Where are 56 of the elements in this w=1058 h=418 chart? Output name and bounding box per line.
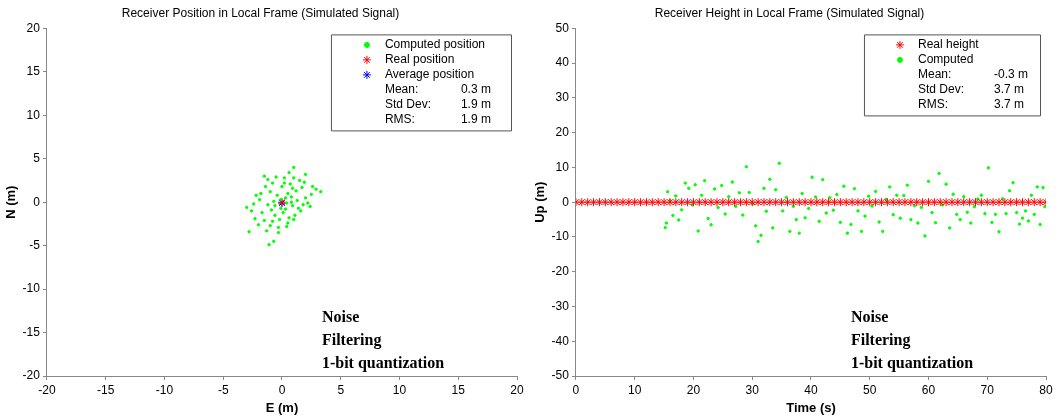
y-tick-label: -10 xyxy=(22,281,41,296)
x-tick-label: 80 xyxy=(1039,382,1053,397)
x-tick-label: 60 xyxy=(921,382,936,397)
x-tick-label: -10 xyxy=(155,382,174,397)
annotation: Noise Filtering 1-bit quantization xyxy=(850,308,974,373)
x-tick-label: -15 xyxy=(97,382,115,397)
x-tick-label: 50 xyxy=(863,382,877,397)
y-tick-label: 30 xyxy=(555,90,570,105)
y-tick-label: -50 xyxy=(551,368,570,383)
x-tick-label: 20 xyxy=(510,382,524,397)
chart-title: Receiver Height in Local Frame (Simulated Signal) xyxy=(654,5,925,20)
y-tick-label: -20 xyxy=(551,264,570,279)
chart-title: Receiver Position in Local Frame (Simulated Signal) xyxy=(121,5,400,20)
y-tick-label: -10 xyxy=(551,229,570,244)
y-tick-label: 15 xyxy=(26,64,41,79)
y-tick-label: 0 xyxy=(33,194,41,209)
text: Std Dev: 3.7 m xyxy=(917,82,1024,97)
y-tick-label: -5 xyxy=(29,237,41,252)
legend-label: Computed xyxy=(917,52,974,67)
y-tick-label: 10 xyxy=(26,107,41,122)
y-tick-label: -15 xyxy=(22,324,41,339)
x-tick-label: 5 xyxy=(337,382,345,397)
legend-label: Computed position xyxy=(384,37,485,52)
x-tick-label: 70 xyxy=(980,382,995,397)
x-tick-label: 15 xyxy=(451,382,466,397)
x-tick-label: 40 xyxy=(804,382,818,397)
x-tick-label: 10 xyxy=(628,382,642,397)
x-tick-label: 20 xyxy=(686,382,701,397)
text: Mean: 0.3 m xyxy=(384,82,491,97)
x-tick-label: 0 xyxy=(572,382,580,397)
y-tick-label: 0 xyxy=(562,194,570,209)
y-tick-label: 20 xyxy=(555,124,570,139)
x-tick-label: 30 xyxy=(745,382,760,397)
legend-label: Real position xyxy=(384,52,455,67)
y-axis-title: Up (m) xyxy=(532,181,548,223)
legend-label: Average position xyxy=(384,67,475,82)
y-tick-label: -40 xyxy=(551,333,570,348)
y-tick-label: -20 xyxy=(22,368,41,383)
text: RMS: 3.7 m xyxy=(917,97,1024,112)
x-tick-label: -5 xyxy=(217,382,229,397)
x-axis-title: E (m) xyxy=(265,399,299,415)
text: Mean: -0.3 m xyxy=(917,67,1028,82)
legend-label: Real height xyxy=(917,37,980,52)
text: Std Dev: 1.9 m xyxy=(384,97,491,112)
x-axis-title: Time (s) xyxy=(786,399,836,415)
y-tick-label: -30 xyxy=(551,298,570,313)
y-tick-label: 50 xyxy=(555,20,570,35)
x-tick-label: 10 xyxy=(392,382,407,397)
y-tick-label: 20 xyxy=(26,20,41,35)
y-tick-label: 10 xyxy=(555,159,570,174)
y-axis-title: N (m) xyxy=(3,185,19,219)
annotation: Noise Filtering 1-bit quantization xyxy=(321,308,445,373)
x-tick-label: 0 xyxy=(278,382,286,397)
y-tick-label: 40 xyxy=(555,55,570,70)
text: RMS: 1.9 m xyxy=(384,112,491,127)
y-tick-label: 5 xyxy=(33,151,41,166)
